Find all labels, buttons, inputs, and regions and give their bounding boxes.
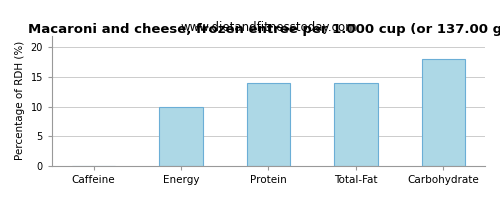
Bar xyxy=(422,59,466,166)
Bar xyxy=(159,107,203,166)
Text: www.dietandfitnesstoday.com: www.dietandfitnesstoday.com xyxy=(180,21,357,34)
Y-axis label: Percentage of RDH (%): Percentage of RDH (%) xyxy=(15,41,25,160)
Bar xyxy=(334,83,378,166)
Title: Macaroni and cheese, frozen entree per 1.000 cup (or 137.00 g): Macaroni and cheese, frozen entree per 1… xyxy=(28,23,500,36)
Bar xyxy=(246,83,290,166)
